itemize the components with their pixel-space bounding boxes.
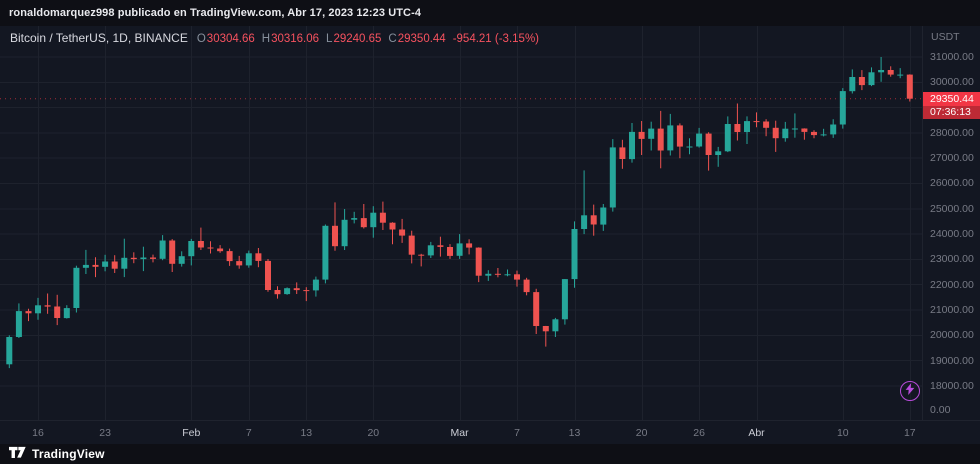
tradingview-brand[interactable]: TradingView bbox=[32, 447, 105, 461]
time-tick-label: Feb bbox=[182, 427, 201, 439]
price-tick-label: 18000.00 bbox=[930, 379, 974, 392]
lightning-icon bbox=[905, 382, 915, 400]
footer-bar: TradingView bbox=[0, 444, 980, 464]
time-tick-label: 13 bbox=[568, 427, 581, 439]
price-tick-label: 31000.00 bbox=[930, 50, 974, 63]
candles-group[interactable] bbox=[6, 57, 913, 369]
ohlc-pair: O 30304.66 bbox=[196, 33, 255, 45]
ohlc-pair: H 30316.06 bbox=[261, 33, 320, 45]
bar-countdown: 07:36:13 bbox=[923, 105, 980, 119]
time-tick-label: 23 bbox=[99, 427, 111, 439]
symbol-title[interactable]: Bitcoin / TetherUS, 1D, BINANCE bbox=[10, 31, 188, 45]
time-tick-label: 7 bbox=[245, 427, 252, 439]
ohlc-pair: C 29350.44 bbox=[388, 33, 446, 45]
attribution-text: ronaldomarquez998 publicado en TradingVi… bbox=[9, 7, 422, 19]
candlestick-plot[interactable] bbox=[0, 26, 922, 420]
time-tick-label: 16 bbox=[32, 427, 44, 439]
price-tick-label: 28000.00 bbox=[930, 126, 974, 139]
time-tick-label: 20 bbox=[635, 427, 648, 439]
price-tick-label: 30000.00 bbox=[930, 76, 974, 89]
symbol-header: Bitcoin / TetherUS, 1D, BINANCE O 30304.6… bbox=[10, 31, 539, 45]
price-tick-label: 26000.00 bbox=[930, 177, 974, 190]
change-value: -954.21 (-3.15%) bbox=[452, 33, 539, 45]
time-tick-label: 26 bbox=[693, 427, 705, 439]
time-tick-label: 7 bbox=[514, 427, 520, 439]
price-axis[interactable]: USDT 31000.0030000.0029000.0028000.00270… bbox=[922, 26, 980, 420]
tradingview-logo[interactable] bbox=[9, 445, 26, 463]
time-tick-label: Abr bbox=[748, 427, 765, 439]
last-price-label: 29350.44 07:36:13 bbox=[923, 91, 980, 119]
time-tick-label: Mar bbox=[450, 427, 469, 439]
price-tick-label: 22000.00 bbox=[930, 278, 974, 291]
price-tick-label: 23000.00 bbox=[930, 253, 974, 266]
price-tick-label: 19000.00 bbox=[930, 354, 974, 367]
last-price-value: 29350.44 bbox=[930, 92, 974, 105]
time-tick-label: 20 bbox=[367, 427, 380, 439]
price-tick-label: 24000.00 bbox=[930, 228, 974, 241]
price-tick-label: 25000.00 bbox=[930, 202, 974, 215]
boost-flash-button[interactable] bbox=[900, 381, 920, 401]
ohlc-pair: L 29240.65 bbox=[326, 33, 382, 45]
grid-lines bbox=[0, 26, 922, 420]
ohlc-values: O 30304.66 H 30316.06 L 29240.65 C 29350.44 -954… bbox=[197, 33, 539, 45]
time-axis[interactable]: 16 23 Feb 7 13 20 Mar 7 13 20 26 Abr 10 17 bbox=[0, 420, 980, 444]
time-tick-label: 17 bbox=[903, 427, 916, 439]
time-tick-label: 10 bbox=[836, 427, 849, 439]
time-tick-label: 13 bbox=[300, 427, 313, 439]
chart-area[interactable]: Bitcoin / TetherUS, 1D, BINANCE O 30304.6… bbox=[0, 26, 922, 420]
price-tick-label: 0.00 bbox=[930, 404, 951, 416]
price-axis-currency: USDT bbox=[931, 31, 960, 43]
price-tick-label: 27000.00 bbox=[930, 152, 974, 165]
price-tick-label: 20000.00 bbox=[930, 329, 974, 342]
attribution-bar: ronaldomarquez998 publicado en TradingVi… bbox=[0, 0, 980, 26]
price-tick-label: 21000.00 bbox=[930, 303, 974, 316]
time-ticks: 16 23 Feb 7 13 20 Mar 7 13 20 26 Abr 10 17 bbox=[0, 421, 922, 445]
